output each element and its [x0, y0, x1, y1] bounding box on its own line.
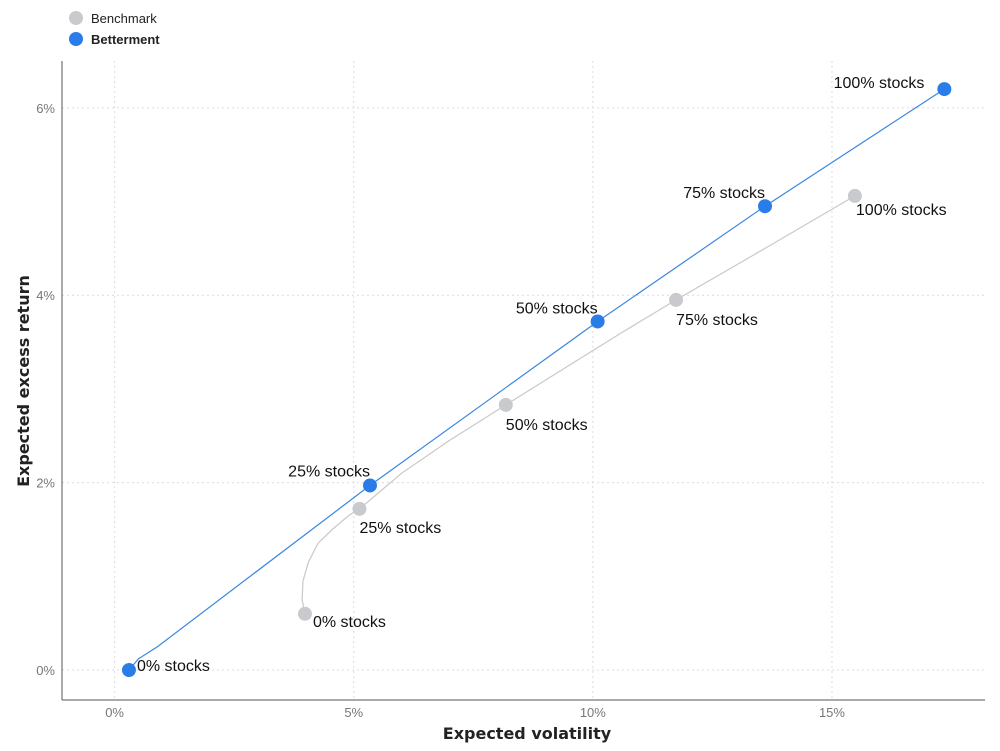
axes [61, 61, 985, 701]
y-tick-label: 2% [36, 476, 55, 491]
legend-betterment-marker [69, 32, 83, 46]
x-axis-title: Expected volatility [443, 724, 612, 743]
benchmark-point-label: 50% stocks [506, 417, 588, 434]
y-tick-label: 0% [36, 663, 55, 678]
betterment-point [758, 199, 773, 214]
point-labels: 0% stocks 25% stocks 50% stocks 75% stocks 1… [137, 75, 947, 675]
series-lines [128, 88, 945, 671]
benchmark-point-label: 100% stocks [856, 202, 947, 219]
x-tick-label: 10% [580, 705, 606, 720]
betterment-point-label: 0% stocks [137, 658, 210, 675]
benchmark-point [498, 397, 513, 412]
benchmark-point-label: 25% stocks [359, 520, 441, 537]
x-tick-label: 0% [105, 705, 124, 720]
y-tick-label: 6% [36, 101, 55, 116]
betterment-point-label: 50% stocks [516, 300, 598, 317]
x-tick-label: 15% [819, 705, 845, 720]
betterment-point [362, 478, 377, 493]
betterment-point [590, 314, 605, 329]
benchmark-point-label: 75% stocks [676, 312, 758, 329]
legend-benchmark-label: Benchmark [91, 11, 157, 26]
betterment-point-label: 100% stocks [834, 75, 925, 92]
series-points [121, 82, 952, 678]
betterment-point [937, 82, 952, 97]
y-tick-label: 4% [36, 288, 55, 303]
x-tick-label: 5% [344, 705, 363, 720]
benchmark-point [297, 606, 312, 621]
betterment-point [121, 663, 136, 678]
benchmark-point [669, 292, 684, 307]
betterment-point-label: 75% stocks [683, 185, 765, 202]
benchmark-line [301, 195, 856, 614]
legend-betterment-label: Betterment [91, 32, 160, 47]
legend-benchmark-marker [69, 11, 83, 25]
benchmark-point [847, 188, 862, 203]
betterment-point-label: 25% stocks [288, 463, 370, 480]
grid [62, 61, 985, 700]
tick-labels: 0% 5% 10% 15% 0% 2% 4% 6% [36, 101, 845, 720]
benchmark-point-label: 0% stocks [313, 614, 386, 631]
benchmark-point [352, 501, 367, 516]
y-axis-title: Expected excess return [14, 275, 33, 487]
legend: Benchmark Betterment [69, 11, 160, 47]
betterment-line [128, 88, 945, 671]
